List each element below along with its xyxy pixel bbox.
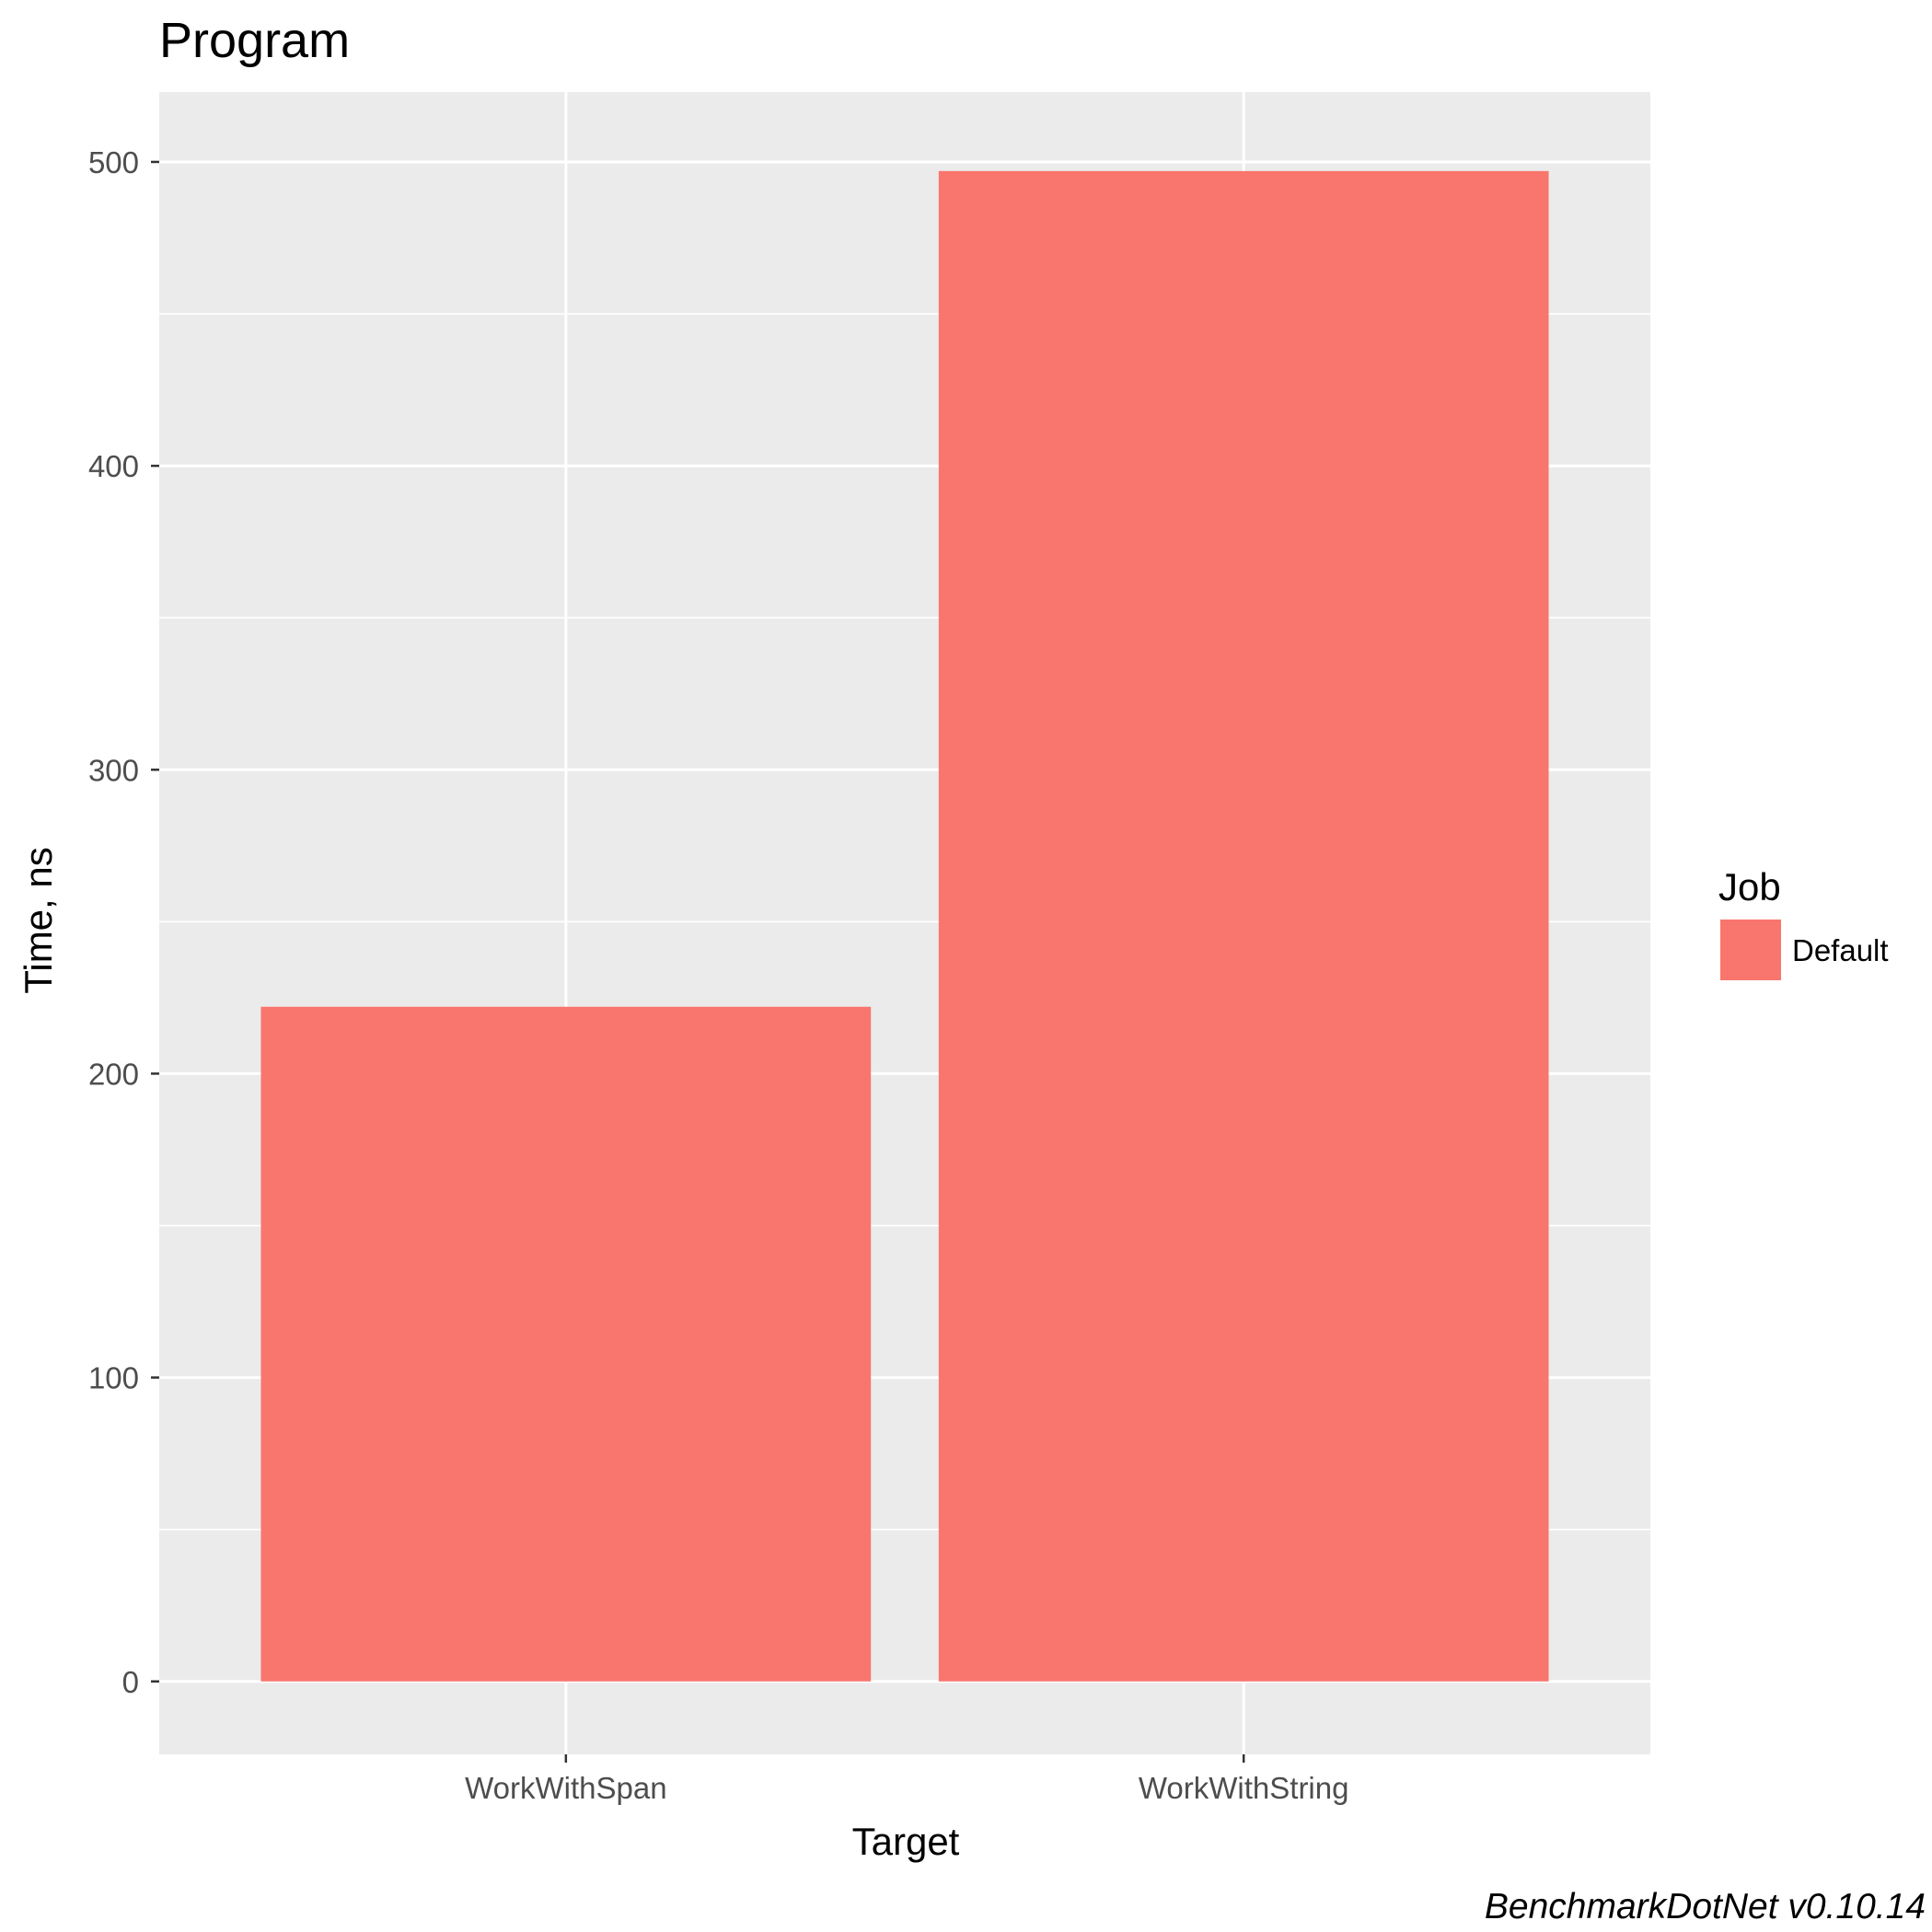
x-axis: WorkWithSpan WorkWithString xyxy=(465,1754,1348,1805)
y-tick-label: 300 xyxy=(88,753,139,787)
y-axis-title: Time, ns xyxy=(17,847,60,993)
y-tick-label: 400 xyxy=(88,449,139,483)
x-axis-title: Target xyxy=(852,1820,960,1863)
y-tick-label: 0 xyxy=(122,1665,139,1699)
chart-title: Program xyxy=(159,13,350,68)
y-tick-label: 500 xyxy=(88,145,139,179)
bar-workwithspan xyxy=(260,1006,872,1682)
y-tick-label: 100 xyxy=(88,1361,139,1395)
legend-title: Job xyxy=(1718,865,1781,908)
bar-workwithstring xyxy=(938,170,1549,1682)
legend-key-default xyxy=(1720,920,1781,980)
legend: Job Default xyxy=(1718,865,1889,980)
caption: BenchmarkDotNet v0.10.14 xyxy=(1485,1887,1926,1926)
y-axis: 0 100 200 300 400 500 xyxy=(88,145,159,1699)
legend-label-default: Default xyxy=(1792,933,1889,967)
x-tick-label: WorkWithString xyxy=(1139,1771,1349,1805)
y-tick-label: 200 xyxy=(88,1057,139,1091)
x-tick-label: WorkWithSpan xyxy=(465,1771,666,1805)
bars xyxy=(260,170,1549,1682)
